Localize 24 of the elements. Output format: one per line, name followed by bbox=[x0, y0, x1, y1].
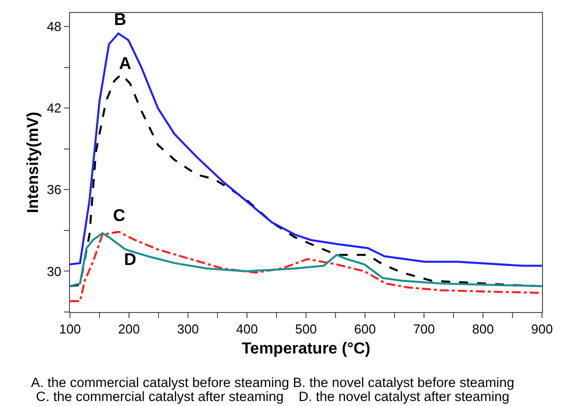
x-tick-label: 900 bbox=[531, 322, 553, 337]
y-tick-label: 42 bbox=[46, 100, 62, 116]
x-tick-label: 700 bbox=[413, 322, 435, 337]
x-tick-label: 200 bbox=[118, 322, 140, 337]
line-series bbox=[70, 32, 542, 267]
x-tick-label: 600 bbox=[354, 322, 376, 337]
x-tick-label: 800 bbox=[472, 322, 494, 337]
line-series bbox=[70, 230, 542, 302]
x-axis-title: Temperature (°C) bbox=[242, 340, 370, 358]
series-label: C bbox=[113, 206, 126, 225]
x-tick-label: 300 bbox=[177, 322, 199, 337]
line-series bbox=[70, 232, 542, 288]
x-tick-label: 100 bbox=[59, 322, 81, 337]
x-tick-label: 400 bbox=[236, 322, 258, 337]
text: A. the commercial catalyst before steaming B. the novel catalyst before steaming bbox=[31, 375, 514, 390]
y-tick-label: 36 bbox=[46, 182, 62, 198]
x-tick-label: 500 bbox=[295, 322, 317, 337]
series-label: D bbox=[124, 250, 136, 269]
series-label: A bbox=[119, 54, 132, 73]
y-tick-label: 48 bbox=[46, 19, 62, 34]
text: C. the commercial catalyst after steaming D. the novel catalyst after steaming bbox=[36, 389, 510, 404]
y-tick-label: 30 bbox=[46, 264, 62, 279]
series-label: B bbox=[114, 10, 126, 29]
y-axis-title: Intensity(mV) bbox=[24, 112, 42, 214]
